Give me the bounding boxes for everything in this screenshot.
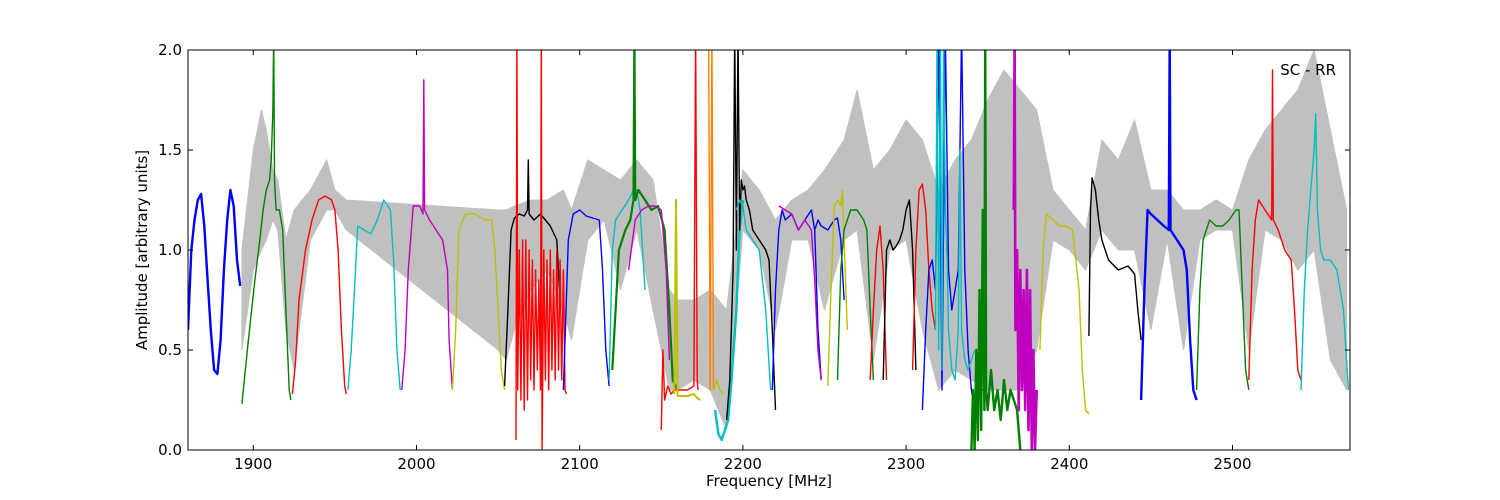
series-line-27	[911, 183, 937, 371]
series-line-11	[611, 50, 679, 391]
series-line-4	[347, 199, 401, 391]
series-line-31	[1012, 50, 1038, 450]
series-line-25	[869, 225, 888, 381]
series-line-35	[1195, 209, 1250, 391]
series-line-16	[712, 379, 724, 395]
y-tick-label: 2.0	[158, 41, 182, 59]
x-tick-label: 1900	[234, 455, 272, 473]
series-line-7	[503, 159, 561, 387]
series-line-17	[713, 199, 745, 442]
series-line-29	[934, 50, 976, 381]
plot-area	[188, 50, 1350, 450]
series-line-24	[836, 209, 875, 381]
series-line-33	[1088, 177, 1142, 341]
series-line-26	[882, 199, 917, 381]
series-line-12	[627, 205, 671, 361]
x-tick-label: 2000	[397, 455, 435, 473]
series-line-3	[291, 195, 347, 395]
y-axis-label: Amplitude [arbitrary units]	[133, 150, 151, 350]
y-tick-label: 0.0	[158, 441, 182, 459]
y-tick-label: 1.5	[158, 141, 182, 159]
series-line-37	[1300, 113, 1350, 391]
x-axis: 1900 2000 2100 2200 2300 2400 2500	[234, 50, 1252, 473]
series-line-10	[608, 189, 646, 381]
series-line-30	[970, 50, 1022, 450]
y-axis: 0.0 0.5 1.0 1.5 2.0	[158, 41, 1350, 459]
series-line-21	[778, 205, 822, 381]
series-line-8	[515, 50, 568, 450]
y-tick-label: 1.0	[158, 241, 182, 259]
series-line-32	[1039, 213, 1090, 415]
series-line-15	[707, 50, 715, 391]
series-line-1	[188, 188, 242, 376]
series-line-19	[735, 199, 772, 391]
series-line-36	[1248, 69, 1302, 381]
series-line-14	[673, 199, 702, 401]
series-line-2	[241, 50, 292, 405]
x-axis-label: Frequency [MHz]	[706, 472, 832, 490]
x-tick-label: 2500	[1213, 455, 1251, 473]
x-tick-label: 2300	[887, 455, 925, 473]
x-tick-label: 2400	[1050, 455, 1088, 473]
x-tick-label: 2200	[724, 455, 762, 473]
series-line-5	[401, 79, 454, 391]
series-line-22	[814, 217, 845, 301]
background-envelope	[241, 50, 1348, 431]
series-line-9	[562, 209, 610, 391]
annotation-label: SC - RR	[1280, 61, 1336, 79]
series-line-6	[451, 213, 506, 391]
y-tick-label: 0.5	[158, 341, 182, 359]
series-line-18	[725, 50, 777, 421]
x-tick-label: 2100	[561, 455, 599, 473]
series-line-34	[1139, 50, 1198, 401]
